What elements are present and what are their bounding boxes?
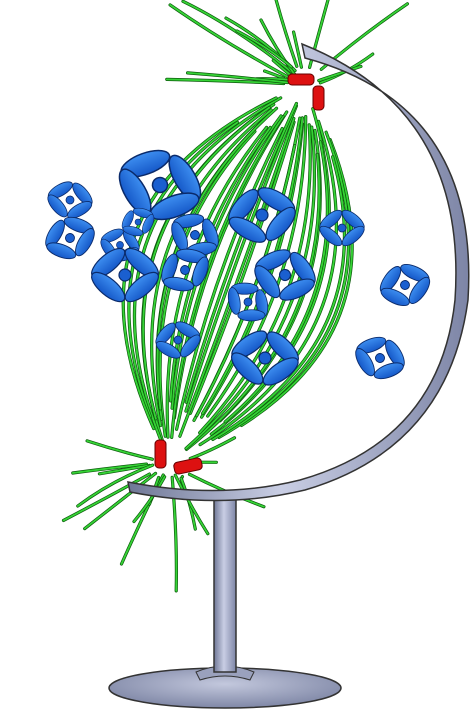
chromosome (254, 249, 316, 301)
centromere (337, 223, 347, 233)
fiber (165, 78, 285, 85)
chromatid-arm (124, 271, 159, 303)
chromosome (118, 149, 202, 221)
fiber (133, 97, 282, 443)
fiber (83, 472, 157, 530)
chromatid-arm (142, 214, 155, 234)
chromatid-arm (237, 309, 266, 322)
centromere (375, 353, 385, 363)
fiber (169, 4, 289, 78)
chromosome (231, 330, 299, 386)
chromatid-arm (122, 225, 144, 237)
fiber (186, 72, 289, 84)
chromatid-arm (373, 362, 404, 380)
chromatid-arm (192, 256, 209, 287)
centromere (134, 218, 142, 226)
fiber (292, 31, 303, 69)
fiber (150, 109, 272, 427)
stand-pole (213, 491, 237, 673)
chromosome (319, 209, 365, 247)
chromatid-arm (254, 265, 281, 299)
fiber (218, 131, 350, 439)
fiber (199, 120, 338, 446)
chromatid-arm (47, 194, 68, 218)
fiber (185, 126, 316, 450)
centromere (278, 268, 292, 282)
chromatid-arm (319, 225, 343, 247)
centriole (287, 73, 315, 86)
fiber (224, 140, 329, 423)
chromatid-arm (67, 201, 93, 219)
centriole (154, 439, 167, 469)
fiber (174, 474, 209, 535)
centromere (151, 176, 169, 194)
centromere (255, 208, 269, 222)
fiber (275, 0, 298, 68)
centromere (65, 233, 75, 243)
chromatid-arm (227, 287, 241, 315)
fiber (189, 436, 236, 460)
centromere (190, 230, 200, 240)
fiber (189, 121, 295, 415)
chromatid-arm (155, 341, 181, 359)
chromatid-arm (46, 242, 77, 260)
meridian-ring (127, 42, 470, 502)
centromere (258, 351, 272, 365)
chromatid-arm (163, 276, 195, 292)
chromosome (155, 321, 201, 359)
chromosome (47, 181, 93, 219)
chromosome (228, 187, 296, 243)
fiber (71, 463, 148, 474)
fiber (76, 464, 154, 507)
chromatid-arm (262, 357, 299, 386)
chromosome (121, 207, 155, 237)
fiber (62, 473, 151, 522)
chromatid-arm (279, 278, 315, 301)
fiber (185, 153, 321, 451)
chromatid-arm (265, 206, 296, 242)
fiber (86, 440, 154, 461)
centromere (243, 297, 253, 307)
chromatid-arm (341, 225, 365, 247)
fiber (260, 19, 296, 75)
fiber (195, 144, 296, 417)
fiber (142, 106, 271, 420)
fiber (240, 138, 354, 427)
centromere (118, 268, 132, 282)
chromatid-arm (180, 334, 201, 358)
chromatid-arm (408, 276, 431, 304)
centromere (173, 335, 183, 345)
fiber (98, 464, 151, 475)
chromosome (227, 282, 269, 322)
centromere (400, 280, 410, 290)
fiber (133, 475, 166, 523)
fiber (185, 102, 298, 404)
chromosome (91, 247, 159, 303)
chromosome (379, 263, 431, 307)
chromatid-arm (355, 348, 375, 377)
centriole (312, 85, 325, 111)
fiber (179, 117, 295, 438)
fiber (175, 127, 284, 431)
centromere (65, 195, 75, 205)
chromosomes (45, 149, 431, 386)
chromatid-arm (228, 216, 267, 243)
chromatid-arm (75, 228, 95, 257)
chromatid-arm (380, 287, 410, 307)
chromosome (161, 248, 209, 292)
chromosome (45, 216, 95, 260)
fiber (317, 65, 362, 82)
chromosome (355, 336, 405, 380)
centriole (173, 457, 203, 475)
chromatid-arm (231, 352, 264, 385)
chromatid-arm (91, 271, 126, 303)
fiber (236, 30, 293, 68)
centromere (180, 265, 190, 275)
fiber (185, 105, 298, 412)
fiber (212, 155, 346, 441)
